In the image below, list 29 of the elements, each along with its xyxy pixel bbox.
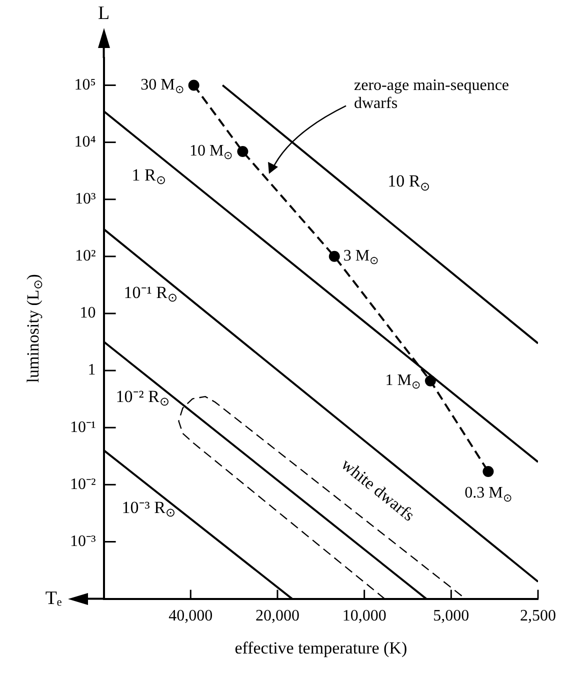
y-tick-label: 10⁵ bbox=[74, 76, 96, 94]
x-tick-label: 40,000 bbox=[168, 608, 213, 625]
y-tick-label: 1 bbox=[88, 362, 96, 379]
series-label: 10⁻¹ R⊙ bbox=[124, 282, 178, 305]
annotation: 3 M⊙ bbox=[343, 248, 379, 268]
series-label: 1 R⊙ bbox=[132, 165, 166, 188]
y-tick-label: 10 bbox=[80, 304, 96, 322]
series-label: 10⁻³ R⊙ bbox=[122, 498, 176, 520]
series-label: 10 R⊙ bbox=[388, 172, 430, 194]
x-tick-label: 20,000 bbox=[255, 608, 300, 625]
y-tick-label: 10⁻³ bbox=[70, 532, 96, 550]
y-tick-label: 10⁴ bbox=[74, 133, 96, 150]
x-tick-label: 2,500 bbox=[520, 608, 556, 625]
y-axis-title: luminosity (L⊙) bbox=[23, 274, 46, 383]
annotation: zero-age main-sequence dwarfs bbox=[354, 77, 510, 112]
y-tick-label: 10⁻¹ bbox=[70, 418, 96, 436]
annotation: 10 M⊙ bbox=[189, 142, 233, 162]
series-label: 10⁻² R⊙ bbox=[116, 386, 170, 409]
x-tick-label: 5,000 bbox=[433, 608, 470, 625]
annotation: 30 M⊙ bbox=[140, 76, 184, 96]
text: L bbox=[98, 2, 110, 24]
x-tick-label: 10,000 bbox=[342, 608, 386, 625]
annotation: 1 M⊙ bbox=[385, 372, 420, 392]
x-axis-title: effective temperature (K) bbox=[234, 638, 408, 658]
y-tick-label: 10² bbox=[75, 248, 96, 265]
y-tick-label: 10³ bbox=[75, 190, 96, 208]
y-tick-label: 10⁻² bbox=[70, 476, 96, 493]
text: Tₑ bbox=[45, 588, 62, 609]
annotation: 0.3 M⊙ bbox=[464, 484, 512, 504]
